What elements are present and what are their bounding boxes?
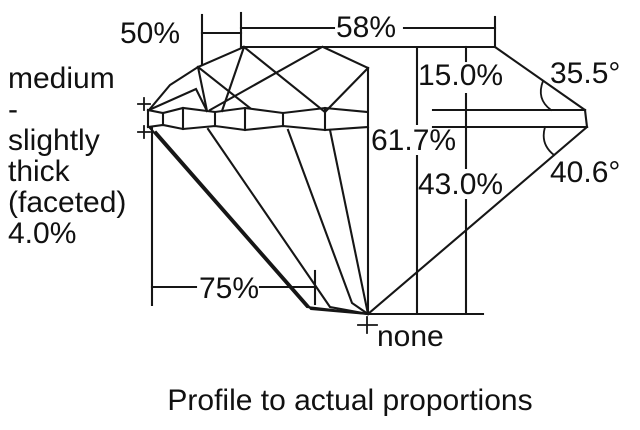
total-depth-label: 61.7% [371, 124, 457, 157]
girdle-description-line: (faceted) [8, 186, 127, 219]
table-size-label: 58% [336, 11, 397, 44]
angle-arcs [539, 79, 556, 157]
girdle-description-line: 4.0% [8, 217, 77, 250]
crown-angle-arc [539, 79, 553, 112]
girdle-description: medium - slightly thick (faceted) 4.0% [8, 63, 126, 249]
girdle-description-line: thick [8, 155, 70, 188]
star-length-label: 50% [120, 17, 181, 50]
girdle-description-line: - [8, 93, 18, 126]
crown-angle-label: 35.5° [550, 57, 621, 90]
pavilion-angle-arc [542, 125, 556, 157]
diagram-caption: Profile to actual proportions [167, 384, 533, 417]
schematic-outline [366, 45, 589, 316]
crown-facets [147, 45, 370, 114]
lower-girdle-length-label: 75% [199, 272, 260, 305]
girdle-description-line: medium [8, 62, 115, 95]
crown-height-label: 15.0% [418, 59, 504, 92]
pavilion-angle-label: 40.6° [550, 156, 621, 189]
dimension-lines [150, 11, 497, 316]
pavilion-depth-label: 43.0% [418, 168, 504, 201]
pavilion-facets [148, 66, 370, 316]
girdle-description-line: slightly [8, 124, 100, 157]
culet-label: none [377, 320, 444, 353]
crosshair-marks [137, 97, 378, 334]
girdle-band [146, 106, 370, 132]
